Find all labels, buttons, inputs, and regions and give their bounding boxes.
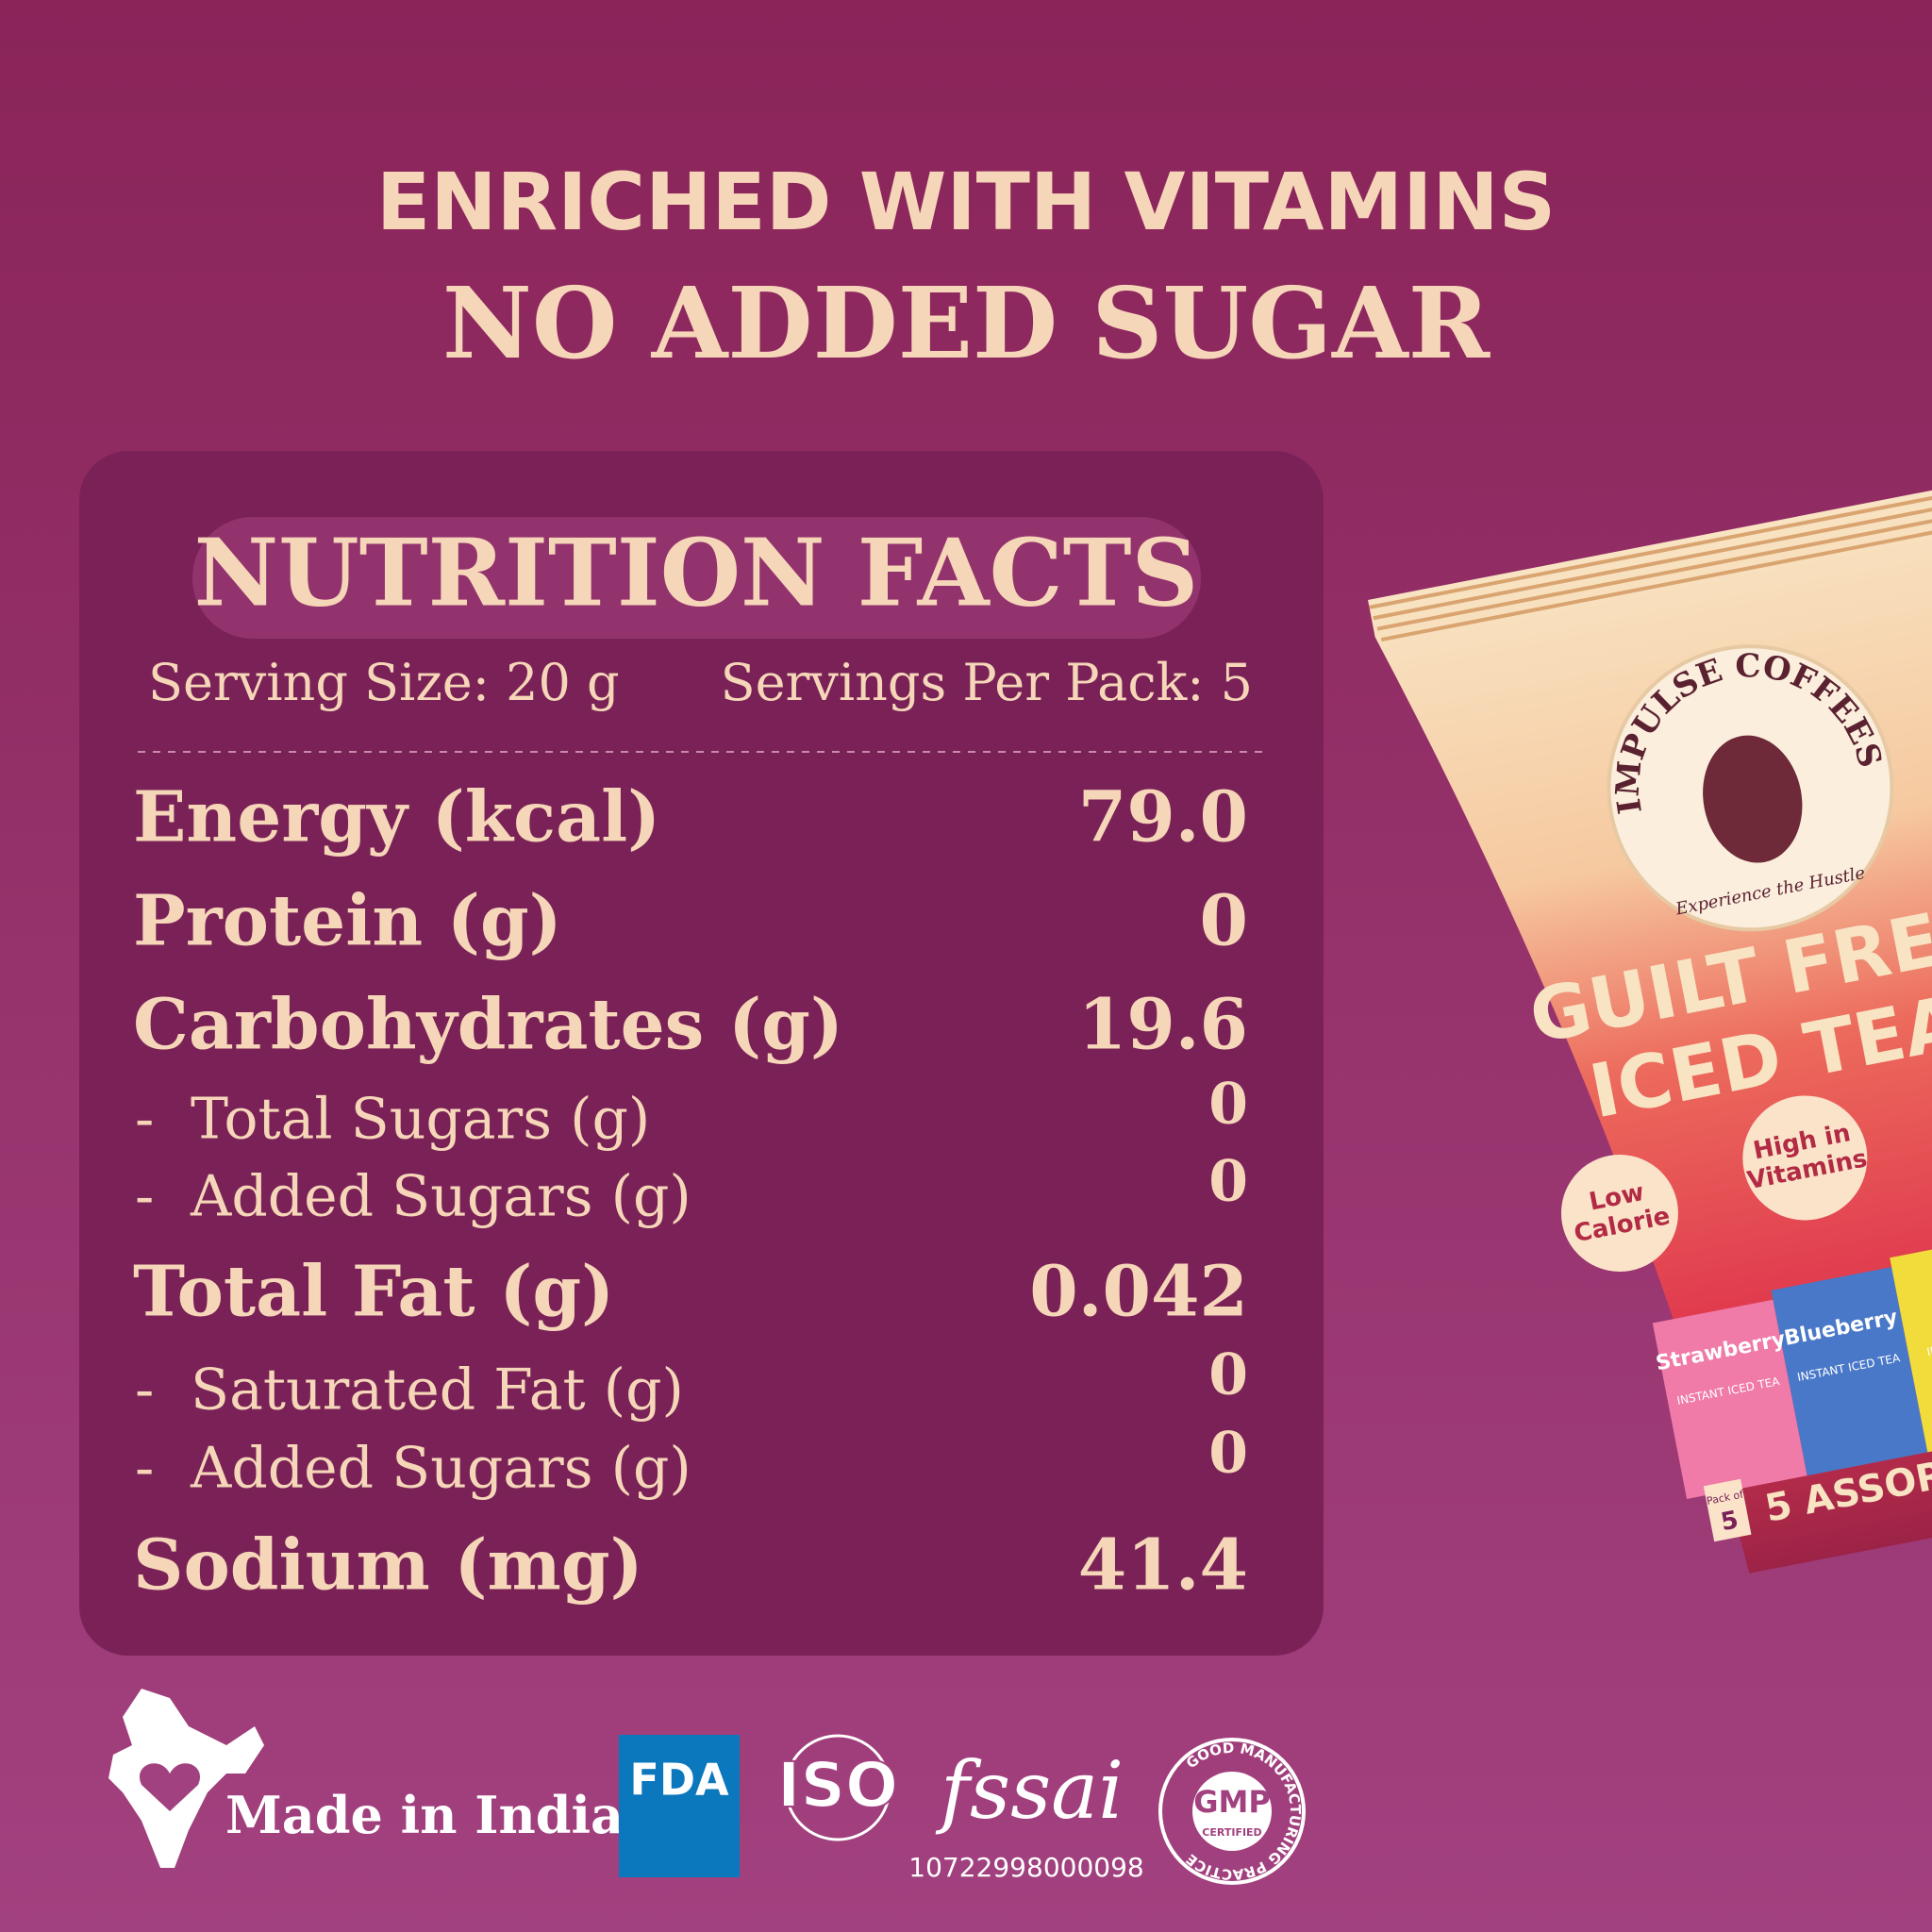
subheadline: NO ADDED SUGAR — [442, 265, 1491, 381]
row-label: Total Fat (g) — [133, 1252, 614, 1333]
row-value: 0.042 — [1029, 1252, 1248, 1333]
row-marker: - — [135, 1164, 154, 1230]
servings-per-pack: Servings Per Pack: 5 — [721, 653, 1253, 712]
row-label: Energy (kcal) — [133, 777, 660, 858]
sachet-blueberry — [1771, 1267, 1928, 1476]
sub-row-label: Total Sugars (g) — [191, 1087, 650, 1153]
pack-count: 5 — [1719, 1506, 1740, 1537]
sachet-strawberry — [1652, 1299, 1807, 1500]
iso-globe — [784, 1734, 891, 1841]
row-value: 19.6 — [1078, 985, 1248, 1066]
sub-row-label: Saturated Fat (g) — [191, 1357, 684, 1424]
row-value: 0 — [1208, 1072, 1248, 1138]
nutrition-title: NUTRITION FACTS — [194, 519, 1199, 627]
row-label: Carbohydrates (g) — [133, 985, 843, 1066]
fssai: fssai — [935, 1744, 1124, 1837]
gmp-core — [1192, 1772, 1272, 1851]
row-value: 0 — [1200, 881, 1249, 962]
flavor-name: Lemon — [1930, 1284, 1932, 1322]
nutrition-panel — [79, 451, 1324, 1656]
serving-size: Serving Size: 20 g — [148, 653, 620, 712]
row-marker: - — [135, 1436, 154, 1502]
headline: ENRICHED WITH VITAMINS — [376, 156, 1556, 248]
iso: ISO — [777, 1749, 898, 1822]
nutrition-rows: Energy (kcal) 79.0 Protein (g) 0 Carbohydrat… — [133, 777, 1248, 1607]
row-value: 41.4 — [1078, 1525, 1248, 1607]
product-pack: IMPULSE COFFEES Experience the Hustle GU… — [1368, 438, 1932, 1574]
badge-low-calorie — [1560, 1155, 1678, 1273]
pack-crimp — [1369, 443, 1932, 642]
badge-high-vitamins — [1742, 1095, 1868, 1221]
fda-box — [619, 1735, 740, 1877]
made-in-india: Made in India — [225, 1785, 624, 1845]
fssai-number: 10722998000098 — [908, 1852, 1143, 1883]
gmp-sub: CERTIFIED — [1202, 1826, 1261, 1839]
row-label: Sodium (mg) — [133, 1525, 643, 1607]
row-label: Protein (g) — [133, 881, 562, 962]
row-value: 79.0 — [1078, 777, 1248, 858]
sub-row-label: Added Sugars (g) — [190, 1164, 691, 1230]
row-value: 0 — [1208, 1421, 1248, 1487]
row-marker: - — [135, 1087, 154, 1153]
sub-row-label: Added Sugars (g) — [190, 1436, 691, 1502]
pack-count-box — [1703, 1478, 1752, 1542]
gmp: GMP — [1193, 1784, 1271, 1820]
logo-bean — [1703, 735, 1803, 863]
fda: FDA — [629, 1755, 729, 1806]
gmp-ring — [1158, 1738, 1306, 1885]
row-value: 0 — [1208, 1342, 1248, 1408]
row-marker: - — [135, 1357, 154, 1424]
row-value: 0 — [1208, 1149, 1248, 1215]
heart — [139, 1763, 201, 1811]
title-pill — [192, 517, 1201, 639]
